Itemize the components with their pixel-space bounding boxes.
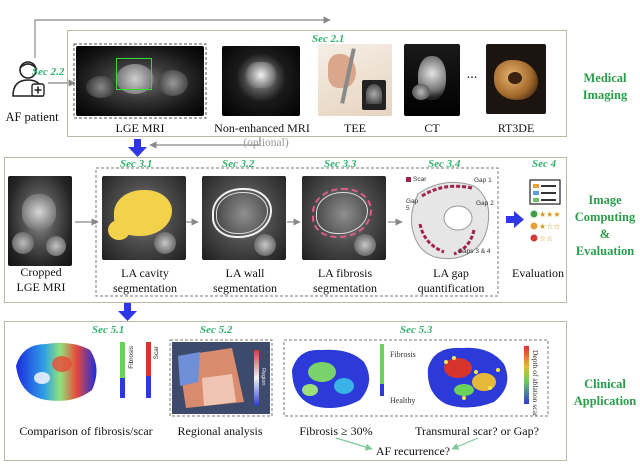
depth-colorbar [524,346,529,404]
sec-5-2: Sec 5.2 [200,324,233,336]
optional-arrow [149,136,261,149]
svg-text:★☆☆: ★☆☆ [539,222,561,231]
more-modalities-ellipsis: ... [466,67,478,82]
ablation-scar-map [424,342,520,414]
sec-5-3: Sec 5.3 [400,324,433,336]
la-fibrosis-label: LA fibrosis segmentation [298,266,392,296]
gap2-label: Gap 2 [476,200,494,207]
region-bar-label: Region [260,368,266,386]
patient-to-panel-arrow [34,16,331,58]
rt3de-image [486,44,546,114]
sec-3-1: Sec 3.1 [120,158,153,170]
comparison-label: Comparison of fibrosis/scar [19,424,153,438]
la-gap-label-text: LA gap quantification [417,266,485,295]
image-computing-title-text: Image Computing & Evaluation [574,193,636,258]
la-fibrosis-image [302,176,386,260]
sec-3-4: Sec 3.4 [428,158,461,170]
cropped-lge-mri-image [8,176,72,266]
healthy-legend: Healthy [390,396,416,405]
optional-label: (optional) [243,137,289,149]
sec-4: Sec 4 [532,158,557,170]
sec53-dashed-box [283,339,549,417]
la-cavity-label: LA cavity segmentation [100,266,190,296]
non-enhanced-mri-label: Non-enhanced MRI [214,121,310,135]
tee-image [318,44,392,116]
regional-analysis-map: Region [172,342,270,414]
region-dashed-box [169,339,273,417]
medical-imaging-title: Medical Imaging [570,70,640,104]
fibrosis-colorbar-label: Fibrosis [128,346,135,369]
sec-3-2: Sec 3.2 [222,158,255,170]
la-fibrosis-label-text: LA fibrosis segmentation [313,266,377,295]
fibrosis-scar-comparison-map: Fibrosis Scar [12,338,162,408]
la-gap-model: Scar Gap 1 Gap 2 Gap 5 Gaps 3 & 4 [404,174,496,264]
la-gap-label: LA gap quantification [406,266,496,296]
medical-imaging-title-text: Medical Imaging [582,71,628,102]
blue-right-arrow [506,211,524,228]
depth-label: Depth of ablation scar [531,350,540,417]
sec-5-1: Sec 5.1 [92,324,125,336]
cropped-lge-label-text: Cropped LGE MRI [16,265,66,294]
panel-clinical-application [4,321,567,461]
lge-mri-label: LGE MRI [115,121,165,135]
la-cavity-label-text: LA cavity segmentation [113,266,177,295]
sec-3-3: Sec 3.3 [324,158,357,170]
ct-image [404,44,460,116]
evaluation-icon: ★★★ ★☆☆ ☆☆ [528,178,562,248]
cropped-lge-label: Cropped LGE MRI [4,265,78,295]
lge-dashed-box [73,43,207,119]
rt3de-label: RT3DE [497,121,535,135]
sec-2-2: Sec 2.2 [32,66,65,78]
regional-analysis-label: Regional analysis [177,424,263,438]
patient-label: AF patient [5,110,59,124]
fibrosis-legend: Fibrosis [390,350,416,359]
non-enhanced-mri-image [222,46,300,116]
doctor-patient-icon [10,58,48,98]
clinical-application-title-text: Clinical Application [573,377,637,408]
image-computing-title: Image Computing & Evaluation [570,192,640,260]
la-cavity-image [102,176,186,260]
evaluation-label: Evaluation [512,266,564,280]
blue-down-arrow-1 [128,139,147,157]
clinical-application-title: Clinical Application [570,376,640,410]
sec-2-1: Sec 2.1 [312,33,345,45]
tee-label: TEE [344,121,366,135]
la-wall-label: LA wall segmentation [200,266,290,296]
gap34-label: Gaps 3 & 4 [458,248,491,255]
steps-dashed-box [95,167,499,297]
af-recurrence-label: AF recurrence? [375,444,451,458]
svg-text:★★★: ★★★ [539,210,561,219]
recurrence-arrow-left [335,437,373,451]
scar-legend: Scar [413,176,427,183]
panel-medical-imaging [67,30,567,137]
lge-mri-image [76,46,204,116]
scar-colorbar-label: Scar [153,346,160,360]
la-wall-label-text: LA wall segmentation [213,266,277,295]
panel-image-computing [4,157,567,303]
gap1-label: Gap 1 [474,177,492,184]
ct-label: CT [424,121,440,135]
lge-roi-box [116,58,152,90]
la-wall-image [202,176,286,260]
blue-down-arrow-2 [118,303,137,321]
recurrence-arrow-right [451,437,479,450]
fibrosis-threshold-label: Fibrosis ≥ 30% [299,424,373,438]
fibrosis-map [288,344,384,414]
gap5-label: Gap 5 [406,198,418,212]
transmural-label: Transmural scar? or Gap? [415,424,539,438]
svg-text:☆☆: ☆☆ [539,234,553,243]
gap5-label-text: Gap 5 [406,198,419,212]
